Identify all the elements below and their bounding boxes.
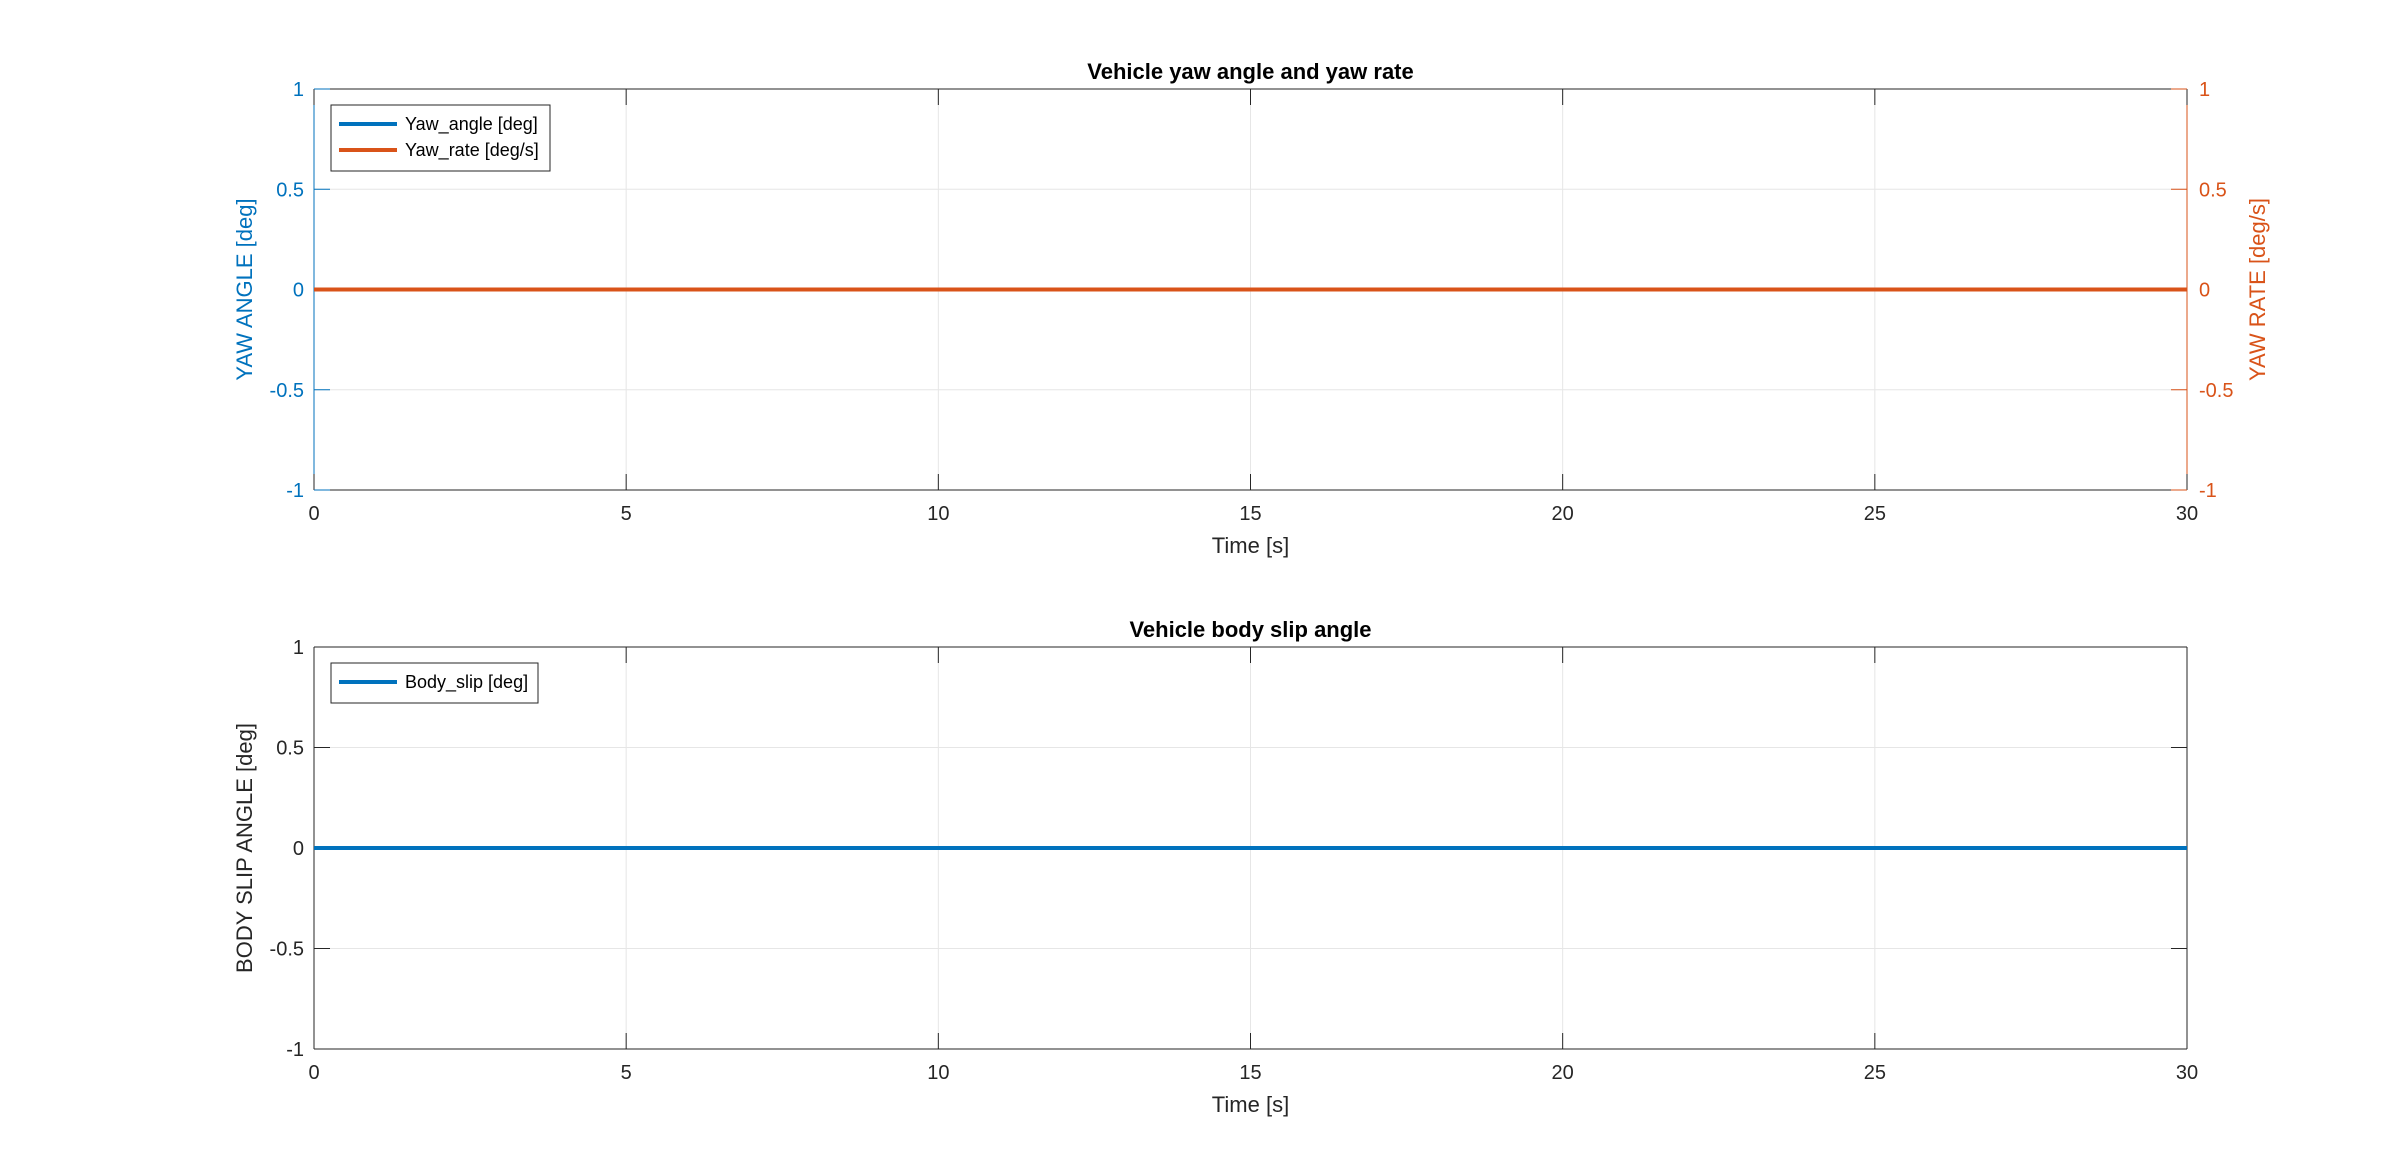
legend-label-1: Yaw_angle [deg] [405,114,538,135]
x-tick-label: 0 [308,1062,319,1084]
legend: Body_slip [deg] [330,662,539,704]
x-tick-label: 30 [2176,1062,2198,1084]
x-tick-label: 0 [308,503,319,525]
chart-2: 0 5 10 15 20 25 30 -1 -0.5 0 0.5 1 Vehicle body slip… [232,617,2198,1117]
x-tick-label: 5 [621,1062,632,1084]
y-tick-label-left: 1 [293,637,304,659]
y-axis-label-left: YAW ANGLE [deg] [232,198,257,380]
y-tick-label-left: 0.5 [276,738,304,760]
chart-title: Vehicle body slip angle [1129,617,1371,642]
y-tick-label-left: -1 [286,1039,304,1061]
x-tick-label: 15 [1239,503,1261,525]
x-tick-label: 20 [1552,1062,1574,1084]
legend: Yaw_angle [deg] Yaw_rate [deg/s] [330,104,551,172]
y-axis-label-right: YAW RATE [deg/s] [2245,198,2270,381]
x-axis-label: Time [s] [1212,533,1289,558]
legend-box [330,104,551,172]
x-tick-label: 25 [1864,503,1886,525]
y-tick-label-right: -1 [2199,480,2217,502]
y-tick-label-left: -0.5 [270,380,304,402]
x-tick-label: 5 [621,503,632,525]
legend-label-2: Yaw_rate [deg/s] [405,140,539,161]
y-tick-label-left: 0.5 [276,179,304,201]
y-tick-label-right: 1 [2199,79,2210,101]
y-axis-label-left: BODY SLIP ANGLE [deg] [232,723,257,973]
x-axis-label: Time [s] [1212,1092,1289,1117]
chart-title: Vehicle yaw angle and yaw rate [1087,59,1414,84]
y-tick-label-right: 0.5 [2199,179,2227,201]
y-tick-label-left: -1 [286,480,304,502]
y-tick-label-left: -0.5 [270,939,304,961]
y-tick-label-left: 1 [293,79,304,101]
y-tick-label-left: 0 [293,838,304,860]
x-tick-label: 20 [1552,503,1574,525]
y-tick-label-left: 0 [293,280,304,302]
x-tick-label: 10 [927,1062,949,1084]
chart-1: 0 5 10 15 20 25 30-1-0.500.51-1-0.500.51Vehicl… [232,59,2270,558]
legend-label-1: Body_slip [deg] [405,672,528,693]
x-tick-label: 30 [2176,503,2198,525]
x-tick-label: 25 [1864,1062,1886,1084]
x-tick-label: 10 [927,503,949,525]
x-tick-label: 15 [1239,1062,1261,1084]
y-tick-label-right: 0 [2199,280,2210,302]
y-tick-label-right: -0.5 [2199,380,2233,402]
